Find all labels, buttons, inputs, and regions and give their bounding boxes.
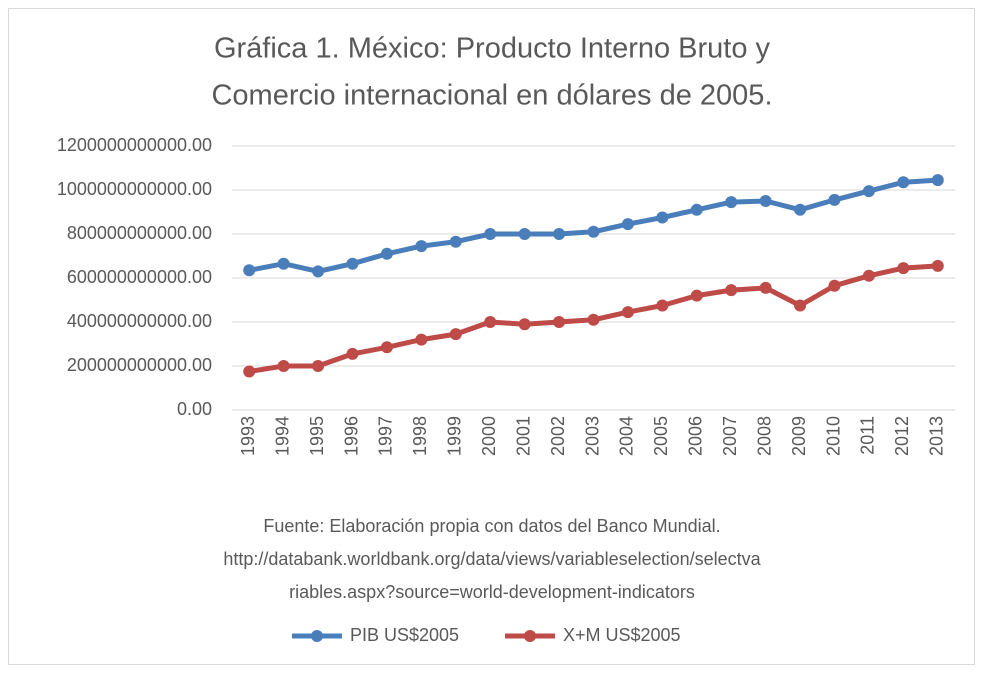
data-point [621,218,634,231]
data-point [656,299,669,312]
x-tick-label: 2002 [548,416,568,456]
data-point [380,341,393,354]
data-point [931,174,944,187]
legend-marker [524,630,536,642]
x-tick-label: 2013 [927,416,947,456]
data-point [312,265,325,278]
data-point [415,240,428,253]
data-point [862,269,875,282]
legend-marker [311,630,323,642]
data-point [553,316,566,328]
data-point [380,247,393,260]
x-tick-label: 1995 [307,416,327,456]
data-point [277,360,290,372]
x-tick-label: 2000 [479,416,499,456]
data-point [518,318,531,331]
data-point [828,193,841,206]
y-tick-label: 400000000000.00 [67,311,212,331]
data-point [415,333,428,346]
data-point [690,289,703,302]
legend-label: PIB US$2005 [350,625,459,645]
x-tick-label: 1994 [272,416,292,456]
data-point [449,328,462,341]
data-point [518,228,531,240]
data-point [346,347,359,360]
data-point [587,313,600,326]
x-tick-label: 2005 [651,416,671,456]
data-point [828,279,841,292]
data-point [587,225,600,238]
y-tick-label: 1000000000000.00 [57,179,212,199]
x-tick-label: 2007 [720,416,740,456]
data-point [759,195,772,207]
data-point [656,211,669,224]
data-point [794,203,807,216]
data-point [243,365,256,378]
source-note: http://databank.worldbank.org/data/views… [223,549,761,569]
data-point [794,299,807,312]
x-tick-label: 2006 [686,416,706,456]
data-point [725,284,738,297]
chart-title: Comercio internacional en dólares de 200… [211,80,772,112]
x-tick-label: 1997 [376,416,396,456]
x-tick-label: 2010 [823,416,843,456]
x-tick-label: 2011 [858,416,878,455]
data-point [277,257,290,270]
x-tick-label: 1996 [341,416,361,456]
x-tick-label: 2009 [789,416,809,456]
data-point [312,360,325,372]
y-tick-label: 200000000000.00 [67,355,212,375]
data-point [931,259,944,272]
data-point [862,185,875,198]
data-point [759,281,772,294]
source-note: Fuente: Elaboración propia con datos del… [263,516,720,536]
x-tick-label: 2012 [892,416,912,456]
chart-title: Gráfica 1. México: Producto Interno Brut… [214,33,771,65]
x-tick-label: 2008 [754,416,774,456]
data-point [553,228,566,240]
data-point [897,176,910,189]
x-tick-label: 2001 [513,416,533,456]
data-point [243,264,256,277]
data-point [690,203,703,216]
source-note: riables.aspx?source=world-development-in… [289,582,695,602]
y-tick-label: 0.00 [177,399,212,419]
y-tick-label: 600000000000.00 [67,267,212,287]
data-point [484,316,497,328]
data-point [449,235,462,248]
x-tick-label: 2004 [617,416,637,456]
data-point [897,262,910,275]
data-point [621,306,634,319]
data-point [725,196,738,209]
x-tick-label: 1999 [445,416,465,456]
chart-border [8,8,975,665]
x-tick-label: 1993 [238,416,258,456]
legend-label: X+M US$2005 [563,625,681,645]
y-tick-label: 800000000000.00 [67,223,212,243]
data-point [346,257,359,270]
x-tick-label: 2003 [582,416,602,456]
y-tick-label: 1200000000000.00 [57,135,212,155]
data-point [484,228,497,240]
x-tick-label: 1998 [410,416,430,456]
